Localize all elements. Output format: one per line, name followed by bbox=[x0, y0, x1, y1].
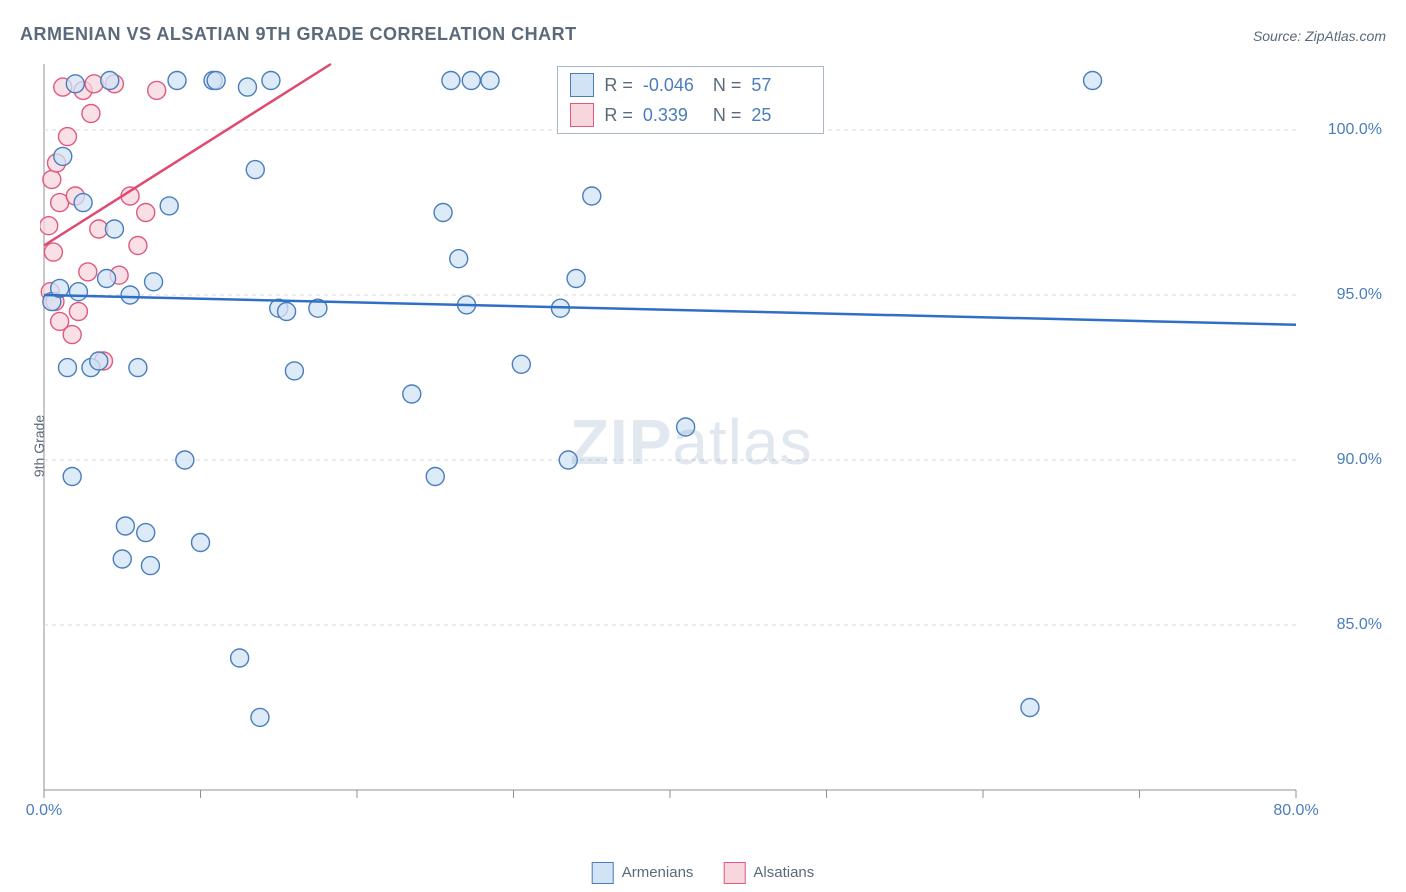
source-attribution: Source: ZipAtlas.com bbox=[1253, 28, 1386, 44]
chart-svg bbox=[40, 60, 1386, 820]
swatch-icon bbox=[570, 103, 594, 127]
swatch-icon bbox=[592, 862, 614, 884]
r-value-alsatians: 0.339 bbox=[643, 105, 703, 126]
y-tick-label: 95.0% bbox=[1337, 286, 1382, 304]
r-value-armenians: -0.046 bbox=[643, 75, 703, 96]
correlation-stats-box: R = -0.046 N = 57 R = 0.339 N = 25 bbox=[557, 66, 824, 134]
legend-item-alsatians: Alsatians bbox=[723, 862, 814, 884]
chart-title: ARMENIAN VS ALSATIAN 9TH GRADE CORRELATI… bbox=[20, 24, 577, 45]
legend-label-armenians: Armenians bbox=[622, 864, 694, 881]
source-label: Source: bbox=[1253, 28, 1305, 44]
legend-label-alsatians: Alsatians bbox=[753, 864, 814, 881]
stat-row-alsatians: R = 0.339 N = 25 bbox=[570, 103, 811, 127]
n-value-alsatians: 25 bbox=[751, 105, 811, 126]
legend-item-armenians: Armenians bbox=[592, 862, 694, 884]
bottom-legend: Armenians Alsatians bbox=[592, 862, 815, 884]
n-value-armenians: 57 bbox=[751, 75, 811, 96]
plot-area: ZIPatlas R = -0.046 N = 57 R = 0.339 N =… bbox=[40, 60, 1386, 820]
r-label: R = bbox=[604, 105, 633, 126]
y-tick-label: 90.0% bbox=[1337, 451, 1382, 469]
n-label: N = bbox=[713, 75, 742, 96]
stat-row-armenians: R = -0.046 N = 57 bbox=[570, 73, 811, 97]
x-tick-label: 80.0% bbox=[1273, 802, 1318, 820]
y-tick-label: 100.0% bbox=[1328, 121, 1382, 139]
chart-container: ARMENIAN VS ALSATIAN 9TH GRADE CORRELATI… bbox=[0, 0, 1406, 892]
y-tick-label: 85.0% bbox=[1337, 616, 1382, 634]
r-label: R = bbox=[604, 75, 633, 96]
source-value: ZipAtlas.com bbox=[1305, 28, 1386, 44]
swatch-icon bbox=[723, 862, 745, 884]
n-label: N = bbox=[713, 105, 742, 126]
swatch-icon bbox=[570, 73, 594, 97]
x-tick-label: 0.0% bbox=[26, 802, 62, 820]
